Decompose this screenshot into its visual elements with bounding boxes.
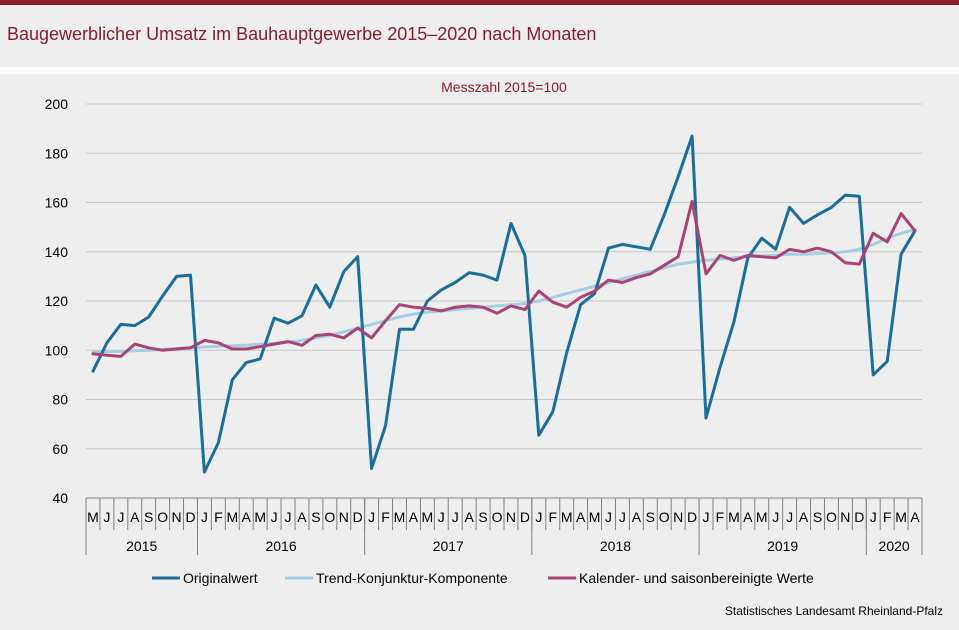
x-tick-label: J — [103, 509, 110, 525]
year-label: 2020 — [879, 538, 910, 554]
x-tick-label: D — [854, 509, 864, 525]
x-tick-label: J — [452, 509, 459, 525]
x-tick-label: O — [659, 509, 670, 525]
top-accent-bar — [0, 0, 959, 5]
x-tick-label: A — [242, 509, 252, 525]
series-line-1 — [91, 134, 917, 474]
y-tick-label: 160 — [45, 195, 69, 211]
x-tick-label: A — [743, 509, 753, 525]
year-label: 2016 — [265, 538, 296, 554]
x-tick-label: M — [589, 509, 601, 525]
x-tick-label: F — [548, 509, 557, 525]
x-tick-label: J — [117, 509, 124, 525]
year-label: 2018 — [600, 538, 631, 554]
x-tick-label: J — [703, 509, 710, 525]
x-tick-label: N — [673, 509, 683, 525]
x-tick-label: M — [422, 509, 434, 525]
x-tick-label: S — [813, 509, 822, 525]
x-tick-label: F — [883, 509, 892, 525]
x-tick-label: S — [144, 509, 153, 525]
y-tick-label: 80 — [52, 392, 68, 408]
x-tick-label: J — [535, 509, 542, 525]
x-tick-label: D — [185, 509, 195, 525]
y-tick-label: 100 — [45, 342, 69, 358]
x-tick-label: N — [339, 509, 349, 525]
x-tick-label: F — [214, 509, 223, 525]
y-tick-label: 120 — [45, 293, 69, 309]
x-tick-label: D — [353, 509, 363, 525]
chart-panel — [0, 74, 959, 630]
x-tick-label: A — [632, 509, 642, 525]
x-tick-label: S — [646, 509, 655, 525]
x-tick-label: M — [226, 509, 238, 525]
x-tick-label: F — [381, 509, 390, 525]
chart-title: Baugewerblicher Umsatz im Bauhauptgewerb… — [7, 24, 597, 44]
x-tick-label: M — [756, 509, 768, 525]
year-label: 2017 — [433, 538, 464, 554]
x-tick-label: O — [157, 509, 168, 525]
y-tick-label: 60 — [52, 441, 68, 457]
x-tick-label: A — [799, 509, 809, 525]
y-tick-label: 200 — [45, 96, 69, 112]
legend-label: Originalwert — [183, 570, 258, 586]
x-tick-label: O — [492, 509, 503, 525]
x-tick-label: A — [409, 509, 419, 525]
x-tick-label: D — [687, 509, 697, 525]
y-tick-label: 180 — [45, 145, 69, 161]
x-tick-label: N — [172, 509, 182, 525]
x-tick-label: J — [786, 509, 793, 525]
x-tick-label: M — [254, 509, 266, 525]
series-line-3 — [91, 199, 917, 358]
x-tick-label: O — [826, 509, 837, 525]
x-tick-label: M — [87, 509, 99, 525]
chart-subtitle: Messzahl 2015=100 — [441, 79, 567, 95]
separator-band — [0, 67, 959, 74]
x-tick-label: A — [576, 509, 586, 525]
x-tick-label: S — [478, 509, 487, 525]
x-tick-label: J — [201, 509, 208, 525]
x-tick-label: M — [394, 509, 406, 525]
x-tick-label: A — [130, 509, 140, 525]
legend-label: Trend-Konjunktur-Komponente — [316, 570, 508, 586]
x-tick-label: N — [506, 509, 516, 525]
x-tick-label: S — [311, 509, 320, 525]
x-tick-label: J — [870, 509, 877, 525]
x-tick-label: F — [716, 509, 725, 525]
gridlines — [86, 103, 922, 499]
x-tick-label: J — [271, 509, 278, 525]
x-tick-label: A — [910, 509, 920, 525]
y-tick-label: 140 — [45, 244, 69, 260]
year-label: 2015 — [126, 538, 157, 554]
series-lines — [91, 134, 917, 474]
legend: Originalwert Trend-Konjunktur-Komponente K… — [152, 570, 814, 586]
x-tick-label: M — [561, 509, 573, 525]
x-tick-label: A — [464, 509, 474, 525]
x-tick-label: J — [772, 509, 779, 525]
year-label: 2019 — [767, 538, 798, 554]
x-tick-label: J — [605, 509, 612, 525]
y-tick-label: 40 — [52, 490, 68, 506]
x-tick-label: A — [297, 509, 307, 525]
legend-label: Kalender- und saisonbereinigte Werte — [579, 570, 814, 586]
x-tick-label: N — [840, 509, 850, 525]
x-tick-label: M — [728, 509, 740, 525]
x-tick-label: J — [285, 509, 292, 525]
x-tick-label: J — [368, 509, 375, 525]
x-tick-label: O — [324, 509, 335, 525]
source-note: Statistisches Landesamt Rheinland-Pfalz — [724, 604, 943, 618]
x-tick-label: M — [895, 509, 907, 525]
x-tick-label: J — [438, 509, 445, 525]
y-axis-ticks: 40 60 80 100 120 140 160 180 200 — [45, 96, 69, 506]
x-tick-label: J — [619, 509, 626, 525]
x-tick-label: D — [520, 509, 530, 525]
